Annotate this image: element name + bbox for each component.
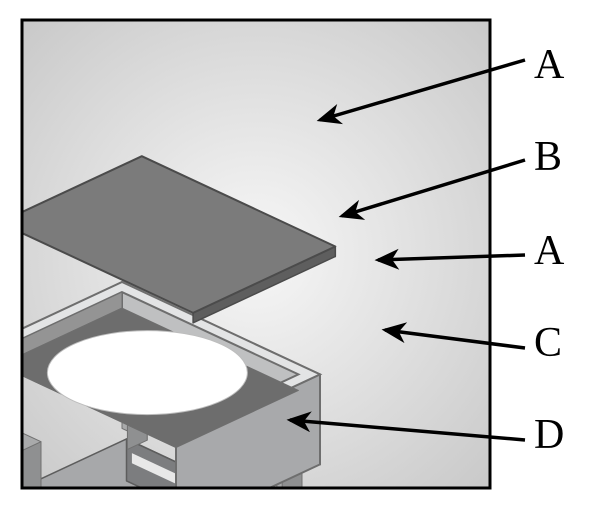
diagram-svg <box>0 0 605 508</box>
label-B-1: B <box>534 133 562 181</box>
sample-disc <box>47 331 247 415</box>
label-A-0: A <box>534 41 564 89</box>
label-C-3: C <box>534 319 562 367</box>
label-D-4: D <box>534 411 564 459</box>
diagram-stage: ABACD <box>0 0 605 508</box>
label-A-2: A <box>534 227 564 275</box>
